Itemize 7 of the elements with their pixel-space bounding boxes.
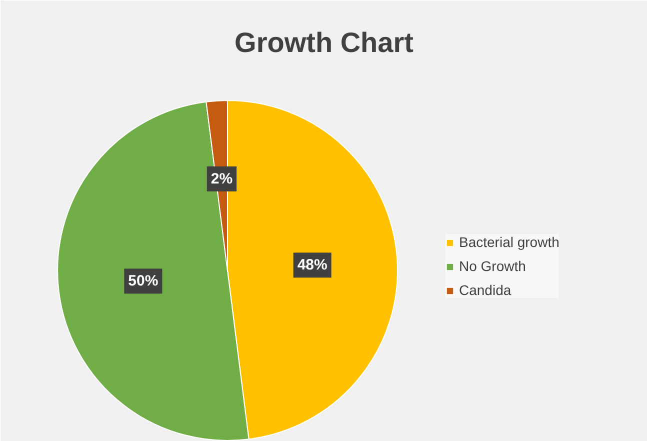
legend-label: No Growth: [459, 258, 526, 274]
chart-title: Growth Chart: [234, 27, 414, 58]
legend-label: Candida: [459, 282, 512, 298]
data-label: 2%: [210, 170, 233, 188]
legend-label: Bacterial growth: [459, 234, 560, 250]
data-label: 48%: [297, 256, 328, 274]
data-label: 50%: [128, 272, 158, 290]
